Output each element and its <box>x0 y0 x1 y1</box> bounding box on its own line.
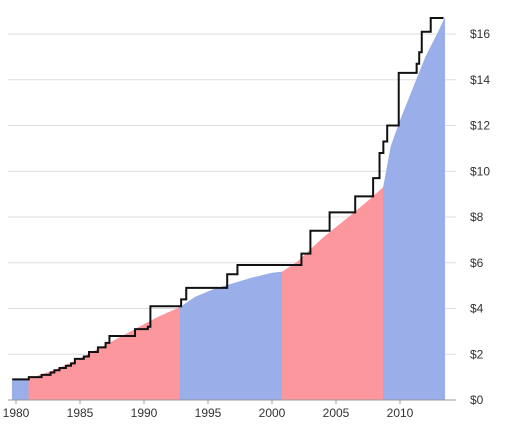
y-tick-label: $16 <box>470 27 490 41</box>
x-tick-label: 1995 <box>195 406 222 420</box>
x-tick-label: 2010 <box>387 406 414 420</box>
x-tick-label: 1985 <box>67 406 94 420</box>
gridlines <box>8 33 456 355</box>
step-line <box>12 16 444 381</box>
y-tick-label: $2 <box>470 347 484 361</box>
step-series-line <box>12 16 444 381</box>
area-period <box>179 271 283 401</box>
area-period <box>11 378 30 401</box>
y-tick-label: $12 <box>470 119 490 133</box>
y-tick-label: $14 <box>470 73 490 87</box>
area-period <box>383 17 446 401</box>
y-tick-label: $10 <box>470 164 490 178</box>
y-tick-label: $6 <box>470 256 484 270</box>
x-tick-label: 1990 <box>131 406 158 420</box>
y-tick-labels: $0 $2 $4 $6 $8 $10 $12 $14 $16 <box>470 27 490 407</box>
area-fills <box>11 17 446 401</box>
area-period <box>281 186 384 401</box>
y-tick-label: $0 <box>470 393 484 407</box>
y-tick-label: $8 <box>470 210 484 224</box>
y-tick-label: $4 <box>470 302 484 316</box>
x-tick-label: 2000 <box>259 406 286 420</box>
x-tick-label: 2005 <box>323 406 350 420</box>
x-tick-labels: 1980 1985 1990 1995 2000 2005 2010 <box>3 406 414 420</box>
x-tick-label: 1980 <box>3 406 30 420</box>
x-axis <box>8 399 456 404</box>
area-period <box>28 306 181 401</box>
